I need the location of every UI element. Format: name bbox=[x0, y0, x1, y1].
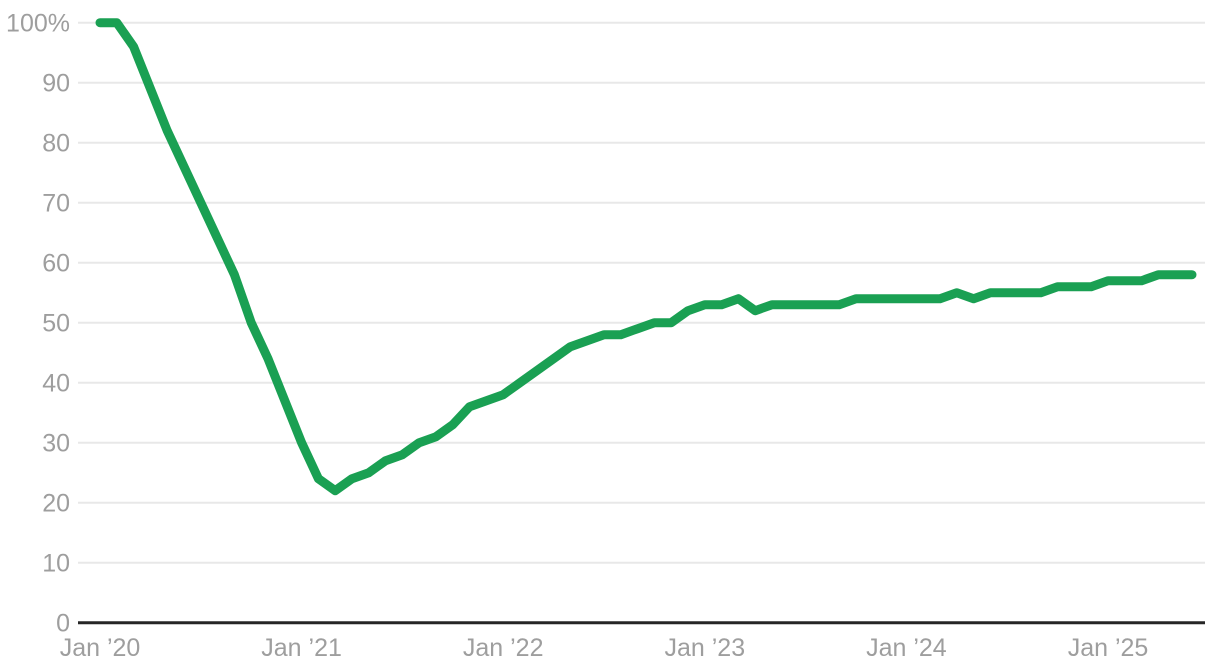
y-axis-tick-label: 40 bbox=[42, 370, 70, 398]
y-axis-tick-label: 90 bbox=[42, 70, 70, 98]
data-line-series bbox=[95, 18, 1197, 496]
x-axis-tick-label: Jan ’23 bbox=[664, 634, 745, 662]
y-axis-tick-label: 100% bbox=[6, 10, 70, 38]
y-axis-tick-label: 70 bbox=[42, 190, 70, 218]
y-axis-tick-label: 0 bbox=[56, 610, 70, 638]
y-axis-tick-label: 10 bbox=[42, 550, 70, 578]
x-axis-tick-label: Jan ’25 bbox=[1068, 634, 1149, 662]
y-axis-tick-label: 60 bbox=[42, 250, 70, 278]
x-axis-tick-label: Jan ’21 bbox=[261, 634, 342, 662]
y-axis-tick-label: 80 bbox=[42, 130, 70, 158]
x-axis-tick-label: Jan ’22 bbox=[463, 634, 544, 662]
x-axis-tick-label: Jan ’20 bbox=[60, 634, 141, 662]
y-axis-tick-label: 30 bbox=[42, 430, 70, 458]
y-axis-tick-label: 50 bbox=[42, 310, 70, 338]
x-axis-tick-label: Jan ’24 bbox=[866, 634, 947, 662]
y-axis-tick-label: 20 bbox=[42, 490, 70, 518]
